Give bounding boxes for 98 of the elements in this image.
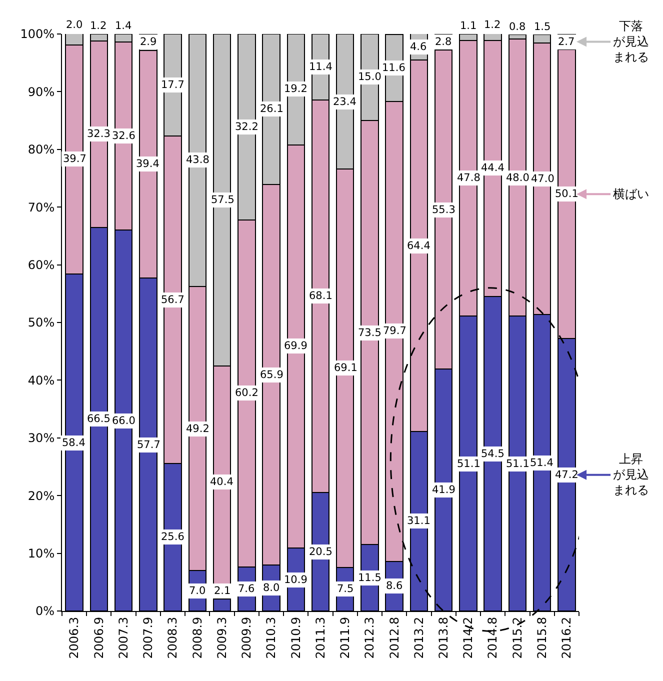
text: 横ばい — [613, 187, 649, 201]
data-label: 51.1 — [457, 458, 480, 470]
data-label: 58.4 — [62, 437, 86, 449]
data-label: 7.5 — [337, 583, 354, 595]
x-tick-label: 2012.8 — [387, 616, 402, 659]
data-label: 25.6 — [161, 531, 185, 543]
x-tick-label: 2013.8 — [436, 616, 450, 659]
data-label: 47.8 — [457, 172, 480, 184]
legend-label: 上昇が見込まれる — [613, 452, 649, 498]
data-label: 2.8 — [435, 36, 452, 48]
x-tick-label: 2014.8 — [486, 616, 500, 659]
y-tick-label: 70% — [28, 200, 55, 214]
x-tick-label: 2007.3 — [116, 616, 130, 659]
data-label: 47.0 — [531, 173, 554, 185]
x-tick-label: 2006.3 — [67, 616, 82, 659]
data-label: 66.5 — [87, 413, 110, 425]
data-label: 68.1 — [309, 290, 332, 302]
data-label: 50.1 — [555, 188, 578, 200]
data-label: 48.0 — [506, 172, 530, 184]
y-tick-label: 60% — [28, 258, 55, 272]
x-tick-label: 2015.8 — [534, 616, 549, 659]
data-label: 1.2 — [484, 19, 501, 31]
data-label: 15.0 — [358, 71, 382, 83]
data-label: 47.2 — [555, 469, 578, 481]
data-label: 32.3 — [87, 128, 110, 140]
data-label: 19.2 — [284, 83, 308, 95]
data-label: 26.1 — [260, 103, 284, 115]
data-label: 64.4 — [407, 240, 431, 252]
data-label: 69.1 — [334, 362, 358, 374]
y-tick-label: 50% — [28, 316, 55, 330]
y-tick-label: 80% — [28, 142, 55, 157]
legend-label: 下落が見込まれる — [613, 19, 649, 64]
data-label: 8.0 — [263, 582, 280, 594]
data-label: 66.0 — [112, 415, 136, 427]
y-tick-label: 0% — [36, 604, 55, 618]
data-label: 60.2 — [235, 387, 258, 399]
data-label: 55.3 — [432, 204, 456, 216]
data-label: 7.0 — [189, 585, 206, 597]
data-label: 41.9 — [432, 484, 456, 496]
data-label: 69.9 — [284, 340, 308, 352]
data-label: 8.6 — [386, 580, 404, 592]
data-label: 2.1 — [214, 585, 231, 597]
data-label: 1.5 — [534, 21, 551, 33]
data-label: 17.7 — [161, 79, 184, 91]
data-label: 51.4 — [530, 457, 554, 469]
data-label: 7.6 — [238, 583, 256, 595]
data-label: 11.4 — [309, 61, 333, 73]
x-tick-label: 2011.9 — [338, 616, 352, 659]
y-tick-label: 10% — [28, 546, 55, 560]
data-label: 57.7 — [137, 439, 160, 451]
x-tick-label: 2016.2 — [560, 616, 574, 659]
data-label: 73.5 — [358, 327, 382, 339]
data-label: 1.4 — [115, 20, 132, 32]
x-tick-label: 2013.2 — [412, 616, 426, 659]
data-label: 11.6 — [382, 62, 406, 74]
data-label: 2.0 — [66, 19, 83, 31]
x-tick-label: 2007.9 — [141, 616, 156, 659]
data-label: 4.6 — [410, 41, 428, 53]
data-label: 0.8 — [509, 21, 526, 33]
data-label: 40.4 — [210, 476, 234, 488]
x-tick-label: 2010.9 — [288, 616, 303, 659]
data-label: 57.5 — [211, 194, 234, 206]
data-label: 51.1 — [506, 458, 530, 470]
y-tick-label: 90% — [28, 84, 55, 99]
data-label: 11.5 — [358, 572, 382, 584]
x-tick-label: 2011.3 — [313, 616, 328, 659]
data-label: 20.5 — [309, 546, 332, 558]
data-label: 43.8 — [186, 154, 210, 166]
data-label: 2.7 — [558, 36, 575, 48]
data-label: 10.9 — [284, 574, 308, 586]
x-tick-label: 2009.3 — [214, 616, 229, 659]
data-label: 44.4 — [481, 162, 505, 174]
x-tick-label: 2012.3 — [362, 616, 377, 659]
data-label: 39.4 — [136, 158, 160, 170]
x-tick-label: 2010.3 — [264, 616, 278, 659]
data-label: 79.7 — [383, 325, 406, 337]
x-tick-label: 2009.9 — [240, 616, 254, 659]
data-label: 31.1 — [407, 515, 430, 527]
y-tick-label: 30% — [28, 431, 55, 446]
data-label: 56.7 — [161, 294, 184, 306]
data-label: 49.2 — [186, 423, 210, 435]
y-tick-label: 100% — [20, 27, 55, 42]
data-label: 54.5 — [481, 448, 504, 460]
data-label: 1.1 — [460, 20, 477, 32]
x-tick-label: 2008.3 — [166, 616, 180, 659]
y-tick-label: 20% — [28, 488, 55, 503]
data-label: 32.6 — [112, 130, 136, 142]
x-tick-label: 2015.2 — [510, 616, 524, 659]
y-tick-label: 40% — [28, 373, 55, 388]
data-label: 23.4 — [333, 96, 357, 108]
data-label: 1.2 — [90, 20, 107, 32]
x-tick-label: 2006.9 — [92, 616, 106, 659]
x-tick-label: 2014.2 — [461, 616, 476, 659]
data-label: 65.9 — [260, 369, 284, 381]
data-label: 32.2 — [235, 121, 258, 133]
data-label: 2.9 — [140, 36, 157, 48]
x-tick-label: 2008.9 — [190, 616, 204, 659]
data-label: 39.7 — [63, 153, 86, 165]
